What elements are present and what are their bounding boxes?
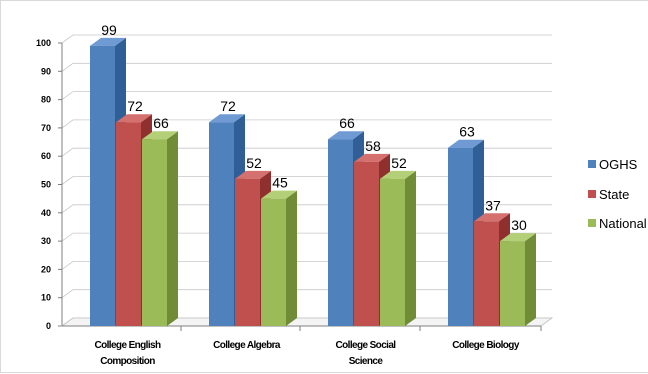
data-label: 99 — [101, 22, 117, 38]
data-labels: 99 72 66 72 52 45 66 58 52 63 37 30 — [101, 22, 527, 233]
bar — [500, 233, 536, 326]
data-label: 37 — [485, 197, 501, 213]
gridlines — [61, 34, 552, 327]
legend-swatch — [588, 190, 596, 198]
legend-swatch — [588, 219, 596, 227]
data-label: 58 — [365, 138, 381, 154]
bar — [380, 170, 416, 326]
legend-item: National — [588, 216, 647, 231]
bar — [261, 190, 297, 326]
legend-label: OGHS — [599, 157, 638, 172]
data-label: 66 — [339, 115, 355, 131]
gridline — [61, 119, 552, 129]
data-label: 63 — [459, 124, 475, 140]
legend-item: OGHS — [588, 157, 638, 172]
data-label: 72 — [127, 98, 143, 114]
data-label: 72 — [220, 98, 236, 114]
legend-label: National — [599, 216, 647, 231]
gridline — [61, 147, 552, 157]
gridline — [61, 91, 552, 100]
gridline — [61, 34, 552, 44]
gridline — [61, 62, 552, 72]
y-tick-label: 40 — [41, 208, 51, 218]
x-category-label: College Algebra — [213, 340, 281, 351]
data-label: 52 — [246, 155, 262, 171]
bars — [90, 37, 536, 327]
legend-item: State — [588, 187, 629, 202]
x-category-label: College English Composition — [94, 340, 161, 367]
y-tick-label: 30 — [41, 236, 51, 246]
legend-label: State — [599, 187, 629, 202]
bar — [142, 131, 178, 326]
legend-swatch — [588, 160, 596, 168]
data-label: 45 — [272, 175, 288, 191]
y-tick-label: 60 — [41, 151, 51, 161]
y-tick-label: 50 — [41, 180, 51, 190]
x-category-label: College Social Science — [336, 340, 397, 367]
y-tick-label: 90 — [41, 66, 51, 76]
y-tick-label: 80 — [41, 95, 51, 105]
data-label: 52 — [391, 155, 407, 171]
data-label: 30 — [511, 217, 527, 233]
y-tick-label: 100 — [36, 38, 51, 48]
y-tick-label: 0 — [46, 321, 51, 331]
data-label: 66 — [153, 115, 169, 131]
legend: OGHS State National — [588, 157, 647, 231]
y-tick-label: 10 — [41, 293, 51, 303]
y-tick-label: 70 — [41, 123, 51, 133]
x-category-label: College Biology — [452, 340, 520, 351]
y-tick-label: 20 — [41, 264, 51, 274]
